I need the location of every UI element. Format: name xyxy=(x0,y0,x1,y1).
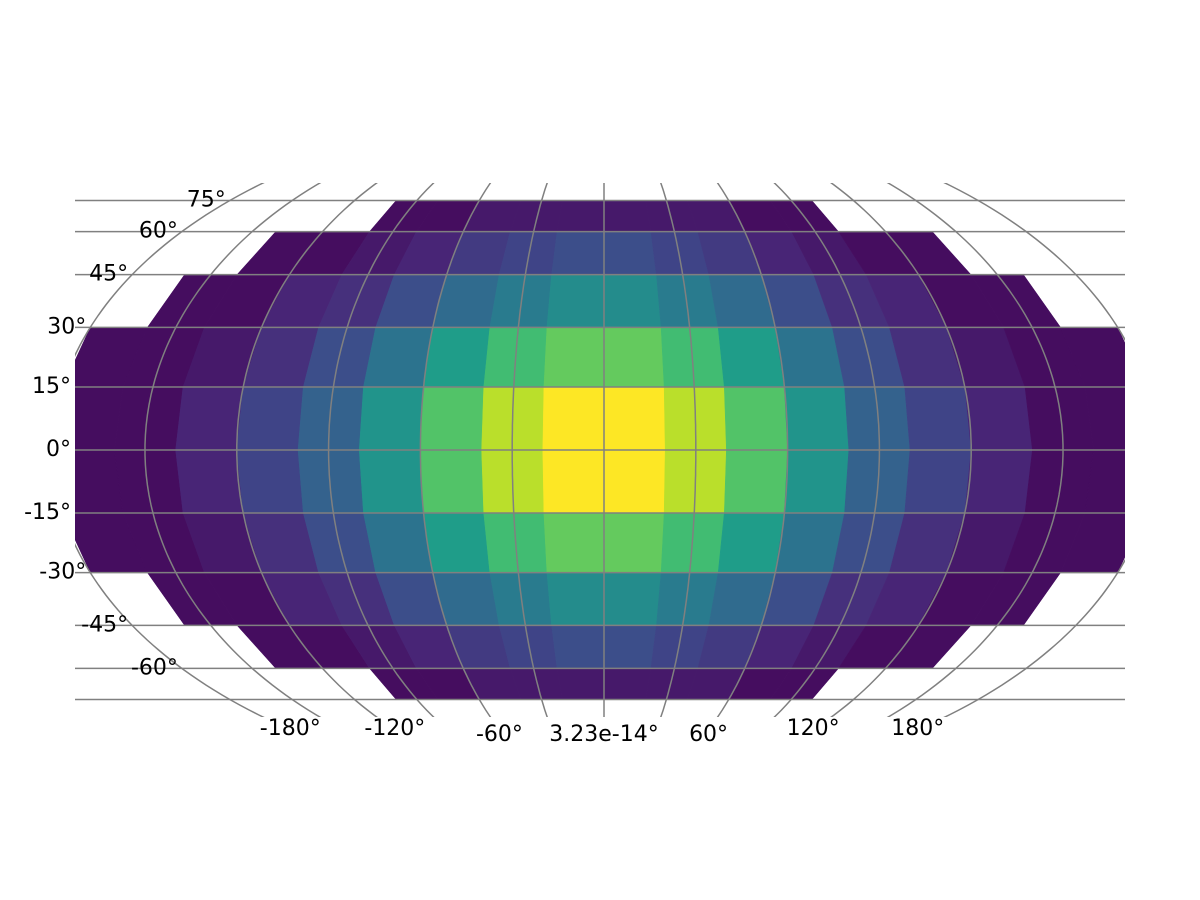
heatmap-cell xyxy=(114,386,184,451)
heatmap-cell xyxy=(603,386,666,451)
heatmap-cell xyxy=(904,449,972,514)
heatmap-cell xyxy=(964,386,1033,451)
heatmap-cell xyxy=(420,386,484,451)
heatmap-cell xyxy=(724,449,788,514)
heatmap-cell xyxy=(489,572,552,626)
heatmap-cell xyxy=(603,327,665,388)
meridian-line xyxy=(144,183,322,717)
heatmap-cell xyxy=(656,274,719,328)
x-tick-label: 60° xyxy=(689,722,728,747)
heatmap-cell xyxy=(423,327,491,388)
heatmap-cell xyxy=(603,572,662,626)
x-tick-label: 180° xyxy=(891,716,944,741)
heatmap-cell xyxy=(784,449,850,514)
heatmap-cell xyxy=(420,449,484,514)
heatmap-cell xyxy=(1084,449,1125,514)
meridian-line xyxy=(660,183,697,717)
y-tick-label: 30° xyxy=(47,314,86,339)
meridian-line xyxy=(943,183,1125,717)
heatmap-cell xyxy=(175,449,244,514)
y-tick-label: -15° xyxy=(24,500,71,525)
meridian-line xyxy=(236,183,378,717)
heatmap-cell xyxy=(904,386,972,451)
graticule xyxy=(75,183,1125,717)
meridian-line xyxy=(327,183,435,717)
heatmap-cell xyxy=(717,327,785,388)
heatmap-cell xyxy=(556,200,605,232)
meridian-line xyxy=(419,183,492,717)
heatmap-cell xyxy=(784,386,850,451)
heatmap-cell xyxy=(603,668,652,700)
heatmap-cell xyxy=(543,327,605,388)
heatmap-cell xyxy=(964,449,1033,514)
tick-labels: 75°60°45°30°15°0°-15°-30°-45°-60°-180° -1… xyxy=(24,188,944,747)
heatmap-cell xyxy=(844,386,911,451)
heatmap-cell xyxy=(603,274,662,328)
y-tick-label: -60° xyxy=(131,655,178,680)
heatmap-cell xyxy=(656,572,719,626)
x-tick-label: -60° xyxy=(476,722,523,747)
heatmap-cell xyxy=(543,512,605,573)
x-tick-label: 120° xyxy=(787,716,840,741)
y-tick-label: -30° xyxy=(39,560,86,585)
heatmap-cell xyxy=(603,449,666,514)
heatmap-cell xyxy=(603,231,657,275)
heatmap-cell xyxy=(603,512,665,573)
heatmap-cell xyxy=(358,449,424,514)
heatmap-cell xyxy=(1024,386,1094,451)
y-tick-label: 75° xyxy=(187,188,226,213)
y-tick-label: 0° xyxy=(46,437,71,462)
heatmap-cell xyxy=(489,274,552,328)
heatmap-cell xyxy=(717,512,785,573)
heatmap-cell xyxy=(236,449,304,514)
meridian-line xyxy=(886,183,1064,717)
heatmap-cell xyxy=(551,231,605,275)
heatmap-cell xyxy=(358,386,424,451)
heatmap-cell xyxy=(114,449,184,514)
y-tick-label: 15° xyxy=(32,374,71,399)
heatmap-cell xyxy=(175,386,244,451)
heatmap-cell xyxy=(297,449,364,514)
heatmap-cell xyxy=(542,449,605,514)
heatmap xyxy=(75,200,1125,700)
heatmap-cell xyxy=(556,668,605,700)
meridian-line xyxy=(830,183,972,717)
meridian-line xyxy=(716,183,789,717)
heatmap-cell xyxy=(297,386,364,451)
y-tick-label: -45° xyxy=(81,612,128,637)
heatmap-cell xyxy=(423,512,491,573)
heatmap-cell xyxy=(363,327,434,388)
y-tick-label: 60° xyxy=(139,219,178,244)
heatmap-cell xyxy=(546,572,605,626)
heatmap-cell xyxy=(724,386,788,451)
heatmap-cell xyxy=(844,449,911,514)
meridian-line xyxy=(511,183,548,717)
heatmap-cell xyxy=(546,274,605,328)
heatmap-cell xyxy=(551,625,605,669)
x-tick-label: -180° xyxy=(260,716,321,741)
meridian-line xyxy=(75,183,265,717)
heatmap-cell xyxy=(603,625,657,669)
heatmap-cell xyxy=(363,512,434,573)
heatmap-cell xyxy=(542,386,605,451)
heatmap-cell xyxy=(236,386,304,451)
x-tick-label: -120° xyxy=(364,716,425,741)
heatmap-cell xyxy=(603,200,652,232)
y-tick-label: 45° xyxy=(89,262,128,287)
heatmap-cell xyxy=(1084,386,1125,451)
x-tick-label: 3.23e-14° xyxy=(549,722,658,747)
heatmap-cell xyxy=(1024,449,1094,514)
meridian-line xyxy=(773,183,881,717)
